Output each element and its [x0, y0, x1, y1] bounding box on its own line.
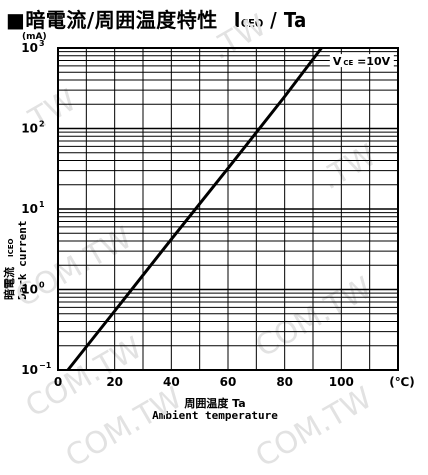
y-tick-exponent: 3 [39, 39, 45, 48]
x-tick-label: 40 [163, 375, 180, 389]
y-tick-label: 10 [21, 122, 38, 136]
x-axis-unit: (℃) [389, 375, 415, 389]
y-tick-label: 10 [21, 283, 38, 297]
x-tick-label: 20 [106, 375, 123, 389]
x-tick-label: 80 [276, 375, 293, 389]
x-tick-label: 100 [329, 375, 354, 389]
y-tick-label: 10 [21, 202, 38, 216]
y-tick-label: 10 [21, 41, 38, 55]
y-tick-exponent: 1 [39, 200, 45, 209]
x-tick-label: 0 [54, 375, 62, 389]
x-tick-label: 60 [220, 375, 237, 389]
y-tick-label: 10 [21, 363, 38, 377]
y-tick-exponent: −1 [39, 361, 52, 370]
y-tick-exponent: 0 [39, 281, 45, 290]
y-tick-exponent: 2 [39, 120, 45, 129]
